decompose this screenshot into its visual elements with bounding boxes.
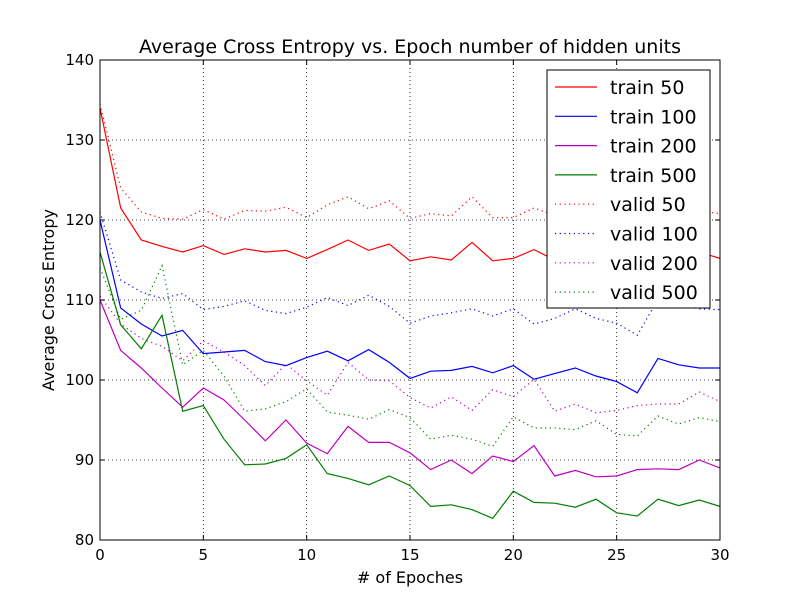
legend-label: train 50 (610, 77, 684, 99)
y-tick-label: 80 (75, 531, 94, 549)
x-tick-label: 30 (710, 546, 729, 564)
x-tick-label: 25 (607, 546, 626, 564)
legend: train 50 train 100 train 200 train 500 valid… (546, 69, 711, 309)
y-tick-label: 110 (65, 291, 94, 309)
series-line-train-100 (100, 219, 720, 394)
y-tick-label: 90 (75, 451, 94, 469)
x-tick-label: 5 (199, 546, 209, 564)
legend-label: valid 200 (610, 253, 698, 275)
x-tick-label: 15 (400, 546, 419, 564)
y-tick-label: 120 (65, 211, 94, 229)
x-axis-label: # of Epoches (357, 568, 463, 587)
y-tick-label: 100 (65, 371, 94, 389)
y-axis-label: Average Cross Entropy (39, 209, 58, 391)
legend-label: valid 100 (610, 224, 698, 246)
y-tick-label: 130 (65, 131, 94, 149)
legend-label: train 100 (610, 106, 697, 128)
series-line-valid-200 (100, 295, 720, 414)
series-line-valid-100 (100, 211, 720, 337)
legend-box (546, 69, 711, 309)
chart-title: Average Cross Entropy vs. Epoch number o… (139, 36, 681, 58)
legend-label: train 500 (610, 165, 697, 187)
x-tick-label: 10 (297, 546, 316, 564)
y-tick-label: 140 (65, 51, 94, 69)
x-tick-label: 20 (504, 546, 523, 564)
legend-label: valid 500 (610, 282, 698, 304)
series-line-train-500 (100, 251, 720, 520)
legend-label: train 200 (610, 136, 697, 158)
legend-label: valid 50 (610, 194, 686, 216)
series-line-train-200 (100, 299, 720, 478)
x-tick-label: 0 (95, 546, 105, 564)
